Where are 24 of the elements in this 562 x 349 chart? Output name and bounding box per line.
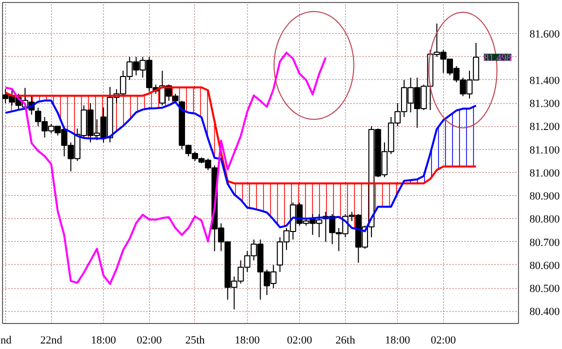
y-tick-label: 80.800	[530, 214, 560, 226]
x-tick-label: 18:00	[385, 334, 411, 346]
x-tick-label: 02:00	[430, 334, 456, 346]
y-tick-label: 80.600	[530, 260, 560, 272]
y-tick-label: 80.900	[530, 190, 560, 203]
line-series	[4, 86, 478, 184]
x-tick-label: 02:00	[287, 334, 313, 346]
x-tick-label: nd	[0, 334, 12, 346]
x-tick-label: 18:00	[90, 334, 117, 346]
x-tick-label: 25th	[185, 334, 206, 346]
line-series	[4, 52, 327, 285]
y-tick-label: 81.200	[530, 121, 560, 134]
y-tick-label: 80.500	[530, 283, 560, 296]
y-tick-label: 81.300	[530, 98, 560, 110]
y-tick-label: 80.700	[530, 236, 560, 249]
x-tick-label: 22nd	[40, 334, 63, 346]
y-tick-label: 81.000	[530, 167, 560, 180]
y-tick-label: 81.600	[530, 28, 560, 41]
y-tick-label: 80.400	[530, 306, 560, 318]
x-tick-label: 26th	[336, 334, 356, 346]
y-tick-label: 81.400	[530, 74, 560, 87]
y-tick-label: 81.100	[530, 144, 560, 156]
x-tick-label: 18:00	[234, 334, 260, 346]
x-tick-label: 02:00	[136, 334, 162, 346]
